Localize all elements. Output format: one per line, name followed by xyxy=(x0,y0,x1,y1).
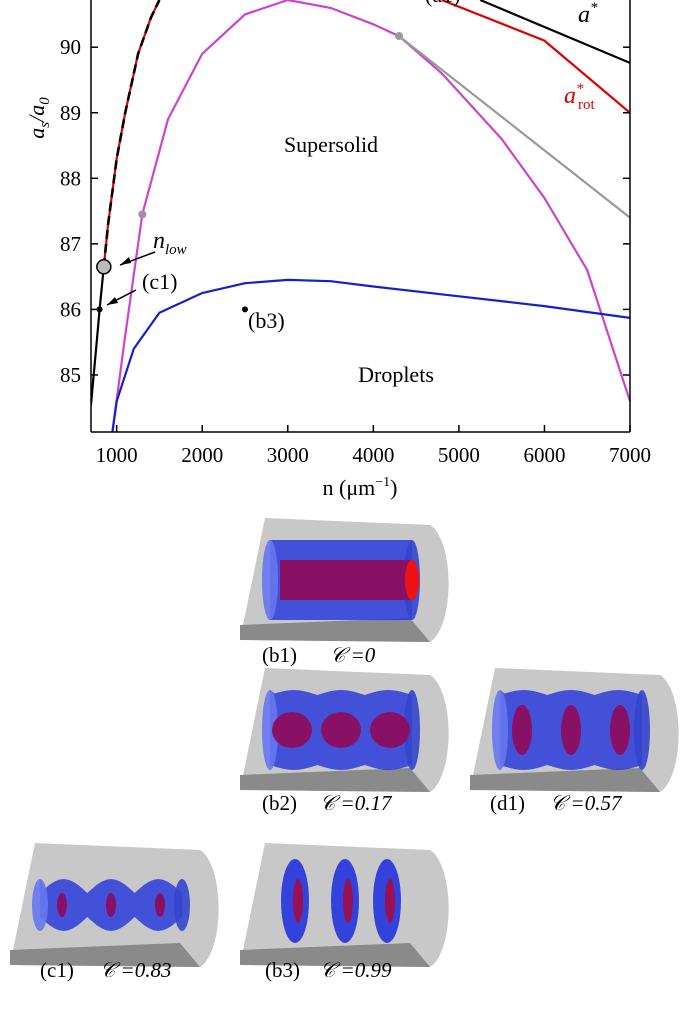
shell-floor xyxy=(240,618,430,642)
shell-floor xyxy=(10,943,200,967)
arrow-head xyxy=(107,297,118,305)
annotation-part: rot xyxy=(578,97,595,113)
x-tick-label: 1000 xyxy=(96,443,138,467)
render xyxy=(240,518,449,642)
series-line xyxy=(111,278,630,432)
a-rot-label: a* rot xyxy=(564,81,595,113)
tube-end xyxy=(174,879,190,931)
panel-label: (c1) xyxy=(40,958,74,982)
annotation-part: a xyxy=(578,2,590,28)
series-line xyxy=(398,35,630,219)
panel-label: (b2) xyxy=(262,791,297,815)
annotation-part: * xyxy=(590,0,598,16)
series-line xyxy=(102,0,161,267)
marker xyxy=(96,259,112,275)
annotation: Supersolid xyxy=(284,132,378,157)
red-rod xyxy=(280,560,412,600)
render xyxy=(240,668,449,792)
red-droplet xyxy=(512,705,532,755)
tube-end xyxy=(262,540,278,620)
annotation-part: * xyxy=(576,81,584,97)
panel-label: (b3) xyxy=(265,958,300,982)
render xyxy=(470,668,679,792)
y-tick-label: 87 xyxy=(60,232,81,256)
red-end xyxy=(405,560,419,600)
panel-label: (d1) xyxy=(490,791,525,815)
marker xyxy=(242,306,248,313)
x-tick-label: 5000 xyxy=(438,443,480,467)
renders xyxy=(10,518,679,967)
annotation: Droplets xyxy=(358,362,434,387)
panel-coherence: 𝒞 =0 xyxy=(330,643,376,667)
a-star-label: a* xyxy=(578,0,598,28)
y-tick-label: 90 xyxy=(60,35,81,59)
render xyxy=(10,843,219,967)
red-droplet xyxy=(370,712,410,748)
red-core xyxy=(385,879,395,923)
annotation: (a1) xyxy=(425,0,460,7)
tube-end xyxy=(404,690,420,770)
render xyxy=(240,843,449,967)
arrow-head xyxy=(120,257,131,265)
red-droplet xyxy=(57,893,67,917)
panel-coherence: 𝒞 =0.99 xyxy=(320,958,392,982)
y-tick-label: 89 xyxy=(60,101,81,125)
series-line xyxy=(111,0,630,432)
y-tick-label: 86 xyxy=(60,297,81,321)
tube-end xyxy=(262,690,278,770)
shell-floor xyxy=(240,943,430,967)
tube-end xyxy=(634,690,650,770)
series-line xyxy=(479,0,630,64)
red-droplet xyxy=(321,712,361,748)
panel-coherence: 𝒞 =0.57 xyxy=(550,791,623,815)
annotation: (b3) xyxy=(248,308,285,333)
annotation-part: n xyxy=(153,228,165,254)
red-core xyxy=(293,879,303,923)
series-line xyxy=(91,266,105,405)
x-tick-label: 6000 xyxy=(523,443,565,467)
red-droplet xyxy=(561,705,581,755)
tube-end xyxy=(492,690,508,770)
marker xyxy=(96,306,103,313)
series-line xyxy=(441,0,630,114)
annotation-part: low xyxy=(165,242,187,258)
panel-coherence: 𝒞 =0.17 xyxy=(320,791,393,815)
shell-floor xyxy=(470,768,660,792)
series-dash xyxy=(102,0,161,267)
red-core xyxy=(343,879,353,923)
red-droplet xyxy=(106,893,116,917)
shell-floor xyxy=(240,768,430,792)
y-axis-label: as/a0 xyxy=(24,97,53,139)
plot-area xyxy=(91,0,630,432)
red-droplet xyxy=(272,712,312,748)
n-low-label: nlow xyxy=(153,228,187,258)
panel-label: (b1) xyxy=(262,643,297,667)
x-tick-label: 2000 xyxy=(181,443,223,467)
annotation: (c1) xyxy=(142,269,177,294)
panel-coherence: 𝒞 =0.83 xyxy=(100,958,171,982)
marker xyxy=(395,32,403,41)
red-droplet xyxy=(610,705,630,755)
tube-end xyxy=(32,879,48,931)
y-tick-label: 88 xyxy=(60,166,81,190)
annotation-part: a xyxy=(564,83,576,109)
x-tick-label: 4000 xyxy=(352,443,394,467)
red-droplet xyxy=(155,893,165,917)
x-axis-label: n (μm−1) xyxy=(323,475,398,500)
y-tick-label: 85 xyxy=(60,363,81,387)
x-tick-label: 3000 xyxy=(267,443,309,467)
marker xyxy=(138,210,147,219)
x-tick-label: 7000 xyxy=(609,443,651,467)
